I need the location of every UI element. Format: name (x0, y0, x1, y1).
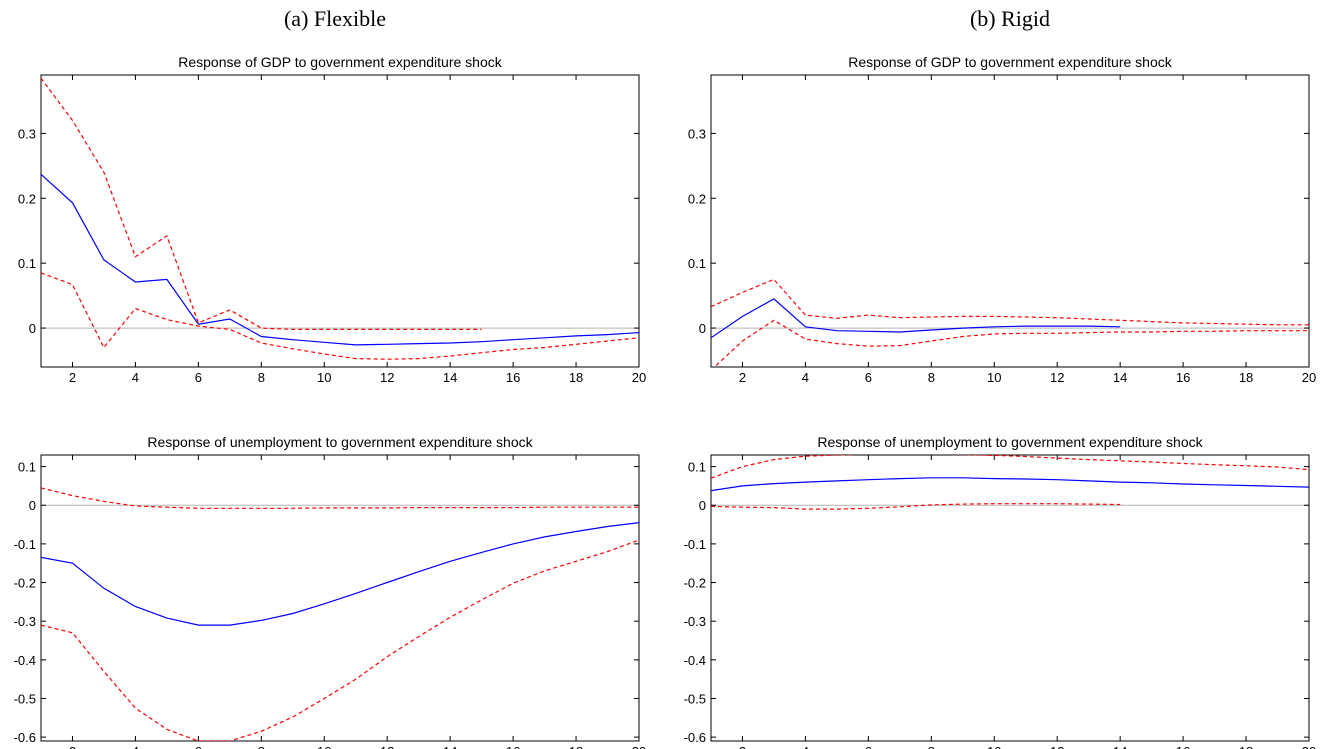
x-tick-label: 20 (632, 744, 646, 749)
y-tick-label: 0.3 (688, 126, 706, 141)
x-tick-label: 4 (132, 370, 139, 385)
response-line (711, 298, 1121, 339)
y-tick-label: 0 (29, 321, 36, 336)
x-tick-label: 8 (258, 370, 265, 385)
y-tick-label: -0.3 (14, 614, 36, 629)
x-tick-label: 16 (1176, 744, 1190, 749)
panel-rigid-unemployment: Response of unemployment to government e… (684, 434, 1317, 749)
x-tick-label: 20 (1302, 370, 1316, 385)
y-tick-label: 0.2 (18, 191, 36, 206)
y-tick-label: 0.1 (688, 256, 706, 271)
x-tick-label: 4 (802, 744, 809, 749)
y-tick-label: -0.1 (14, 537, 36, 552)
x-tick-label: 10 (987, 744, 1001, 749)
x-tick-label: 12 (1050, 370, 1064, 385)
x-tick-label: 10 (987, 370, 1001, 385)
x-tick-label: 12 (380, 744, 394, 749)
x-tick-label: 16 (506, 370, 520, 385)
x-tick-label: 2 (739, 744, 746, 749)
upper-line (41, 77, 482, 330)
x-tick-label: 6 (195, 744, 202, 749)
y-tick-label: 0 (699, 498, 706, 513)
x-tick-label: 4 (132, 744, 139, 749)
plot-area (40, 74, 640, 368)
y-tick-label: 0 (699, 321, 706, 336)
x-tick-label: 16 (1176, 370, 1190, 385)
x-tick-label: 2 (69, 744, 76, 749)
x-tick-label: 4 (802, 370, 809, 385)
column-title-rigid: (b) Rigid (969, 6, 1051, 31)
x-tick-label: 8 (928, 744, 935, 749)
x-tick-label: 6 (195, 370, 202, 385)
x-tick-label: 14 (1113, 370, 1127, 385)
x-tick-label: 14 (443, 370, 457, 385)
x-tick-label: 8 (258, 744, 265, 749)
panel-title: Response of GDP to government expenditur… (848, 54, 1172, 70)
y-tick-label: -0.6 (684, 730, 706, 745)
upper-line (41, 487, 639, 509)
y-tick-label: -0.3 (684, 614, 706, 629)
y-tick-label: 0.1 (18, 256, 36, 271)
x-tick-label: 12 (1050, 744, 1064, 749)
upper-line (711, 278, 1309, 326)
y-tick-label: 0.3 (18, 126, 36, 141)
y-tick-label: -0.5 (684, 691, 706, 706)
x-tick-label: 18 (569, 744, 583, 749)
x-tick-label: 20 (632, 370, 646, 385)
lower-line (713, 319, 1309, 367)
y-tick-label: -0.2 (684, 576, 706, 591)
lower-line (41, 539, 639, 741)
y-tick-label: -0.4 (14, 653, 36, 668)
lower-line (41, 272, 639, 360)
lower-line (711, 503, 1121, 510)
response-line (711, 477, 1309, 492)
x-tick-label: 12 (380, 370, 394, 385)
x-tick-label: 18 (1239, 744, 1253, 749)
x-tick-label: 6 (865, 744, 872, 749)
x-tick-label: 10 (317, 370, 331, 385)
panel-flexible-gdp: Response of GDP to government expenditur… (18, 54, 646, 385)
plot-area (710, 74, 1310, 368)
panel-title: Response of GDP to government expenditur… (178, 54, 502, 70)
plot-area (710, 454, 1310, 742)
panel-title: Response of unemployment to government e… (147, 434, 533, 450)
x-tick-label: 18 (1239, 370, 1253, 385)
x-tick-label: 8 (928, 370, 935, 385)
y-tick-label: 0.1 (688, 460, 706, 475)
y-tick-label: 0 (29, 498, 36, 513)
y-tick-label: -0.4 (684, 653, 706, 668)
response-line (41, 173, 639, 346)
y-tick-label: -0.2 (14, 576, 36, 591)
x-tick-label: 6 (865, 370, 872, 385)
x-tick-label: 20 (1302, 744, 1316, 749)
x-tick-label: 2 (739, 370, 746, 385)
panel-title: Response of unemployment to government e… (817, 434, 1203, 450)
y-tick-label: 0.1 (18, 460, 36, 475)
x-tick-label: 14 (443, 744, 457, 749)
x-tick-label: 16 (506, 744, 520, 749)
panel-flexible-unemployment: Response of unemployment to government e… (14, 434, 647, 749)
response-line (41, 522, 639, 626)
x-tick-label: 2 (69, 370, 76, 385)
x-tick-label: 14 (1113, 744, 1127, 749)
y-tick-label: -0.1 (684, 537, 706, 552)
column-title-flexible: (a) Flexible (283, 6, 387, 31)
x-tick-label: 10 (317, 744, 331, 749)
y-tick-label: -0.5 (14, 691, 36, 706)
y-tick-label: 0.2 (688, 191, 706, 206)
panel-rigid-gdp: Response of GDP to government expenditur… (688, 54, 1316, 385)
x-tick-label: 18 (569, 370, 583, 385)
y-tick-label: -0.6 (14, 730, 36, 745)
upper-line (711, 455, 1309, 479)
